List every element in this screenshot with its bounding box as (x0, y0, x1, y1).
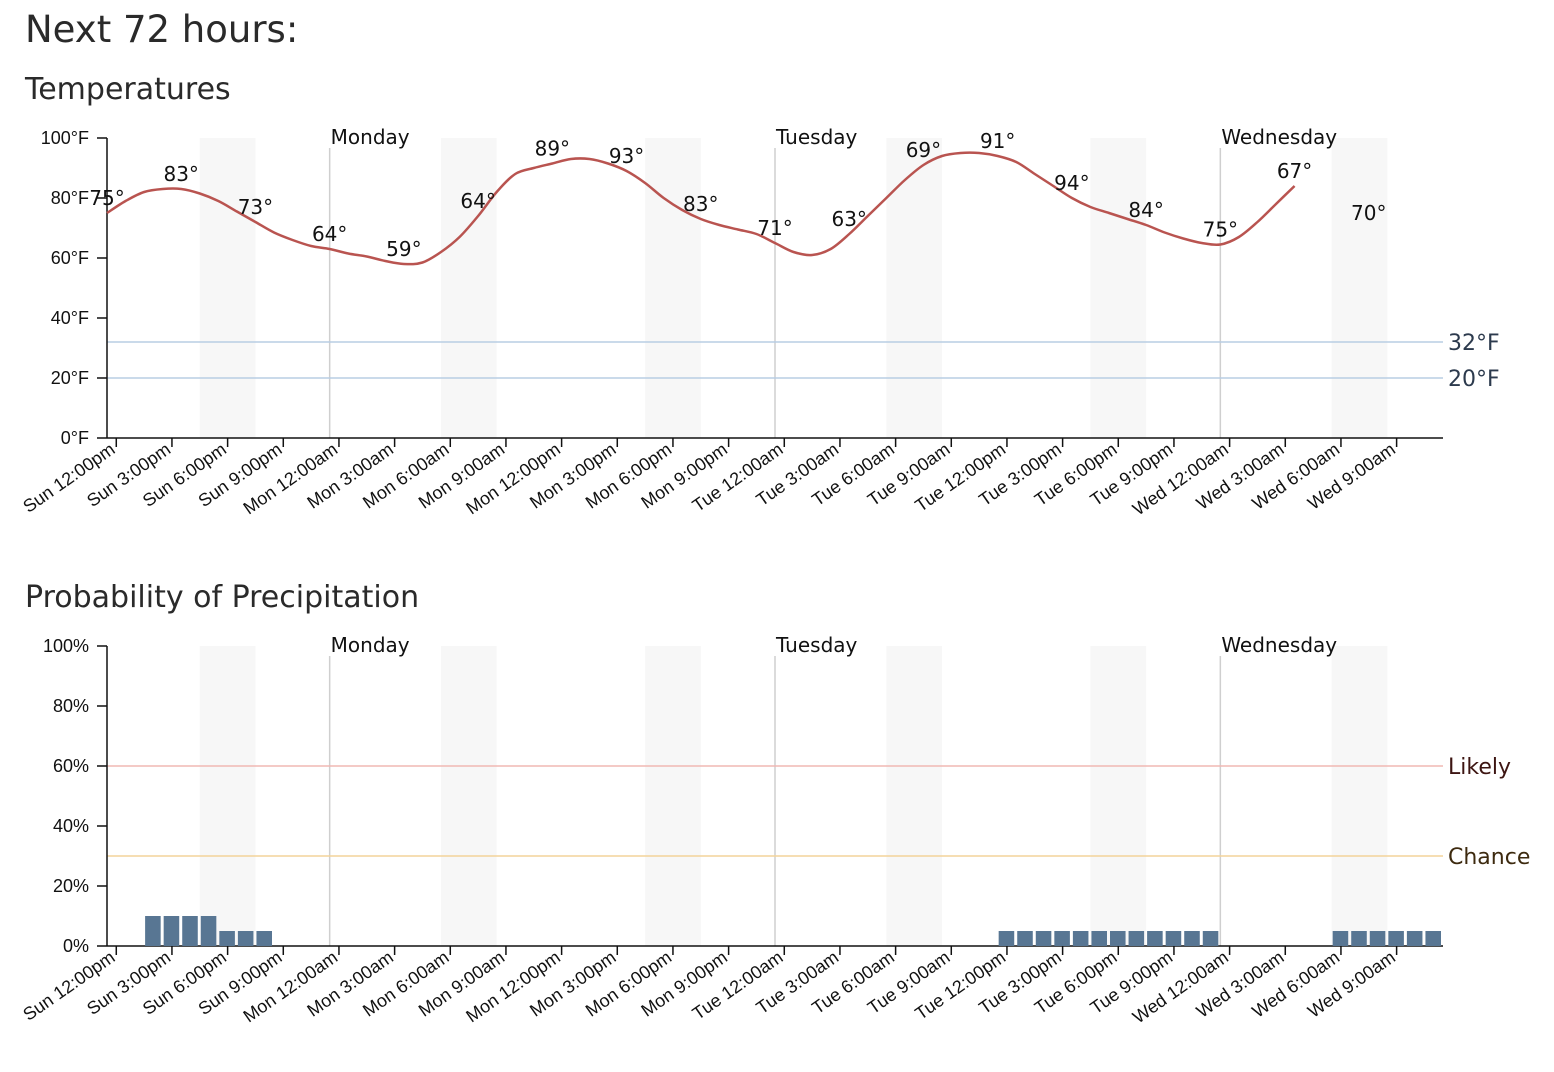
x-tick-label: Mon 12:00am (240, 947, 342, 1027)
precipitation-bar (1147, 931, 1163, 946)
precipitation-bar (1072, 931, 1089, 946)
temperature-point-label: 89° (535, 137, 570, 161)
precipitation-bar (1165, 931, 1182, 946)
precipitation-bar (1110, 931, 1126, 946)
precipitation-bar (1351, 931, 1367, 946)
day-label: Monday (331, 633, 410, 657)
precipitation-bar (1388, 931, 1404, 946)
precipitation-bar (200, 916, 217, 946)
temperature-point-label: 70° (1351, 201, 1386, 225)
temperature-point-label: 83° (163, 162, 198, 186)
temperature-line (106, 151, 1296, 266)
y-tick-label: 0% (63, 936, 89, 956)
precipitation-bar (219, 931, 235, 946)
precipitation-bar (182, 916, 198, 946)
temperature-point-label: 93° (609, 144, 644, 168)
y-tick-label: 60% (53, 756, 89, 776)
precipitation-chart: Monday Tuesday Wednesday Likely Chance 0% 20% 4… (19, 633, 1530, 1027)
night-band (886, 646, 942, 946)
x-tick-label: Sun 12:00pm (19, 947, 118, 1025)
precipitation-bar (1017, 931, 1033, 946)
precipitation-bar (256, 931, 272, 946)
precipitation-bar (1369, 931, 1386, 946)
precipitation-bar (1202, 931, 1219, 946)
y-tick-label: 20% (53, 876, 89, 896)
x-tick-label: Mon 12:00am (240, 439, 342, 519)
night-band (199, 138, 256, 438)
temperature-point-label: 71° (757, 216, 792, 240)
day-label: Wednesday (1221, 633, 1337, 657)
precipitation-bar (163, 916, 180, 946)
night-band (1331, 646, 1388, 946)
temperature-point-label: 64° (312, 222, 347, 246)
y-tick-label: 100% (43, 636, 89, 656)
precipitation-bar (1425, 931, 1441, 946)
temperature-point-label: 94° (1054, 171, 1089, 195)
precipitation-chart-title: Probability of Precipitation (25, 580, 420, 615)
reference-line-label: 20°F (1448, 367, 1500, 392)
precipitation-bar (1406, 931, 1423, 946)
temperature-point-label: 73° (238, 195, 273, 219)
y-tick-label: 40°F (51, 308, 89, 328)
x-tick-label: Wed 12:00am (1129, 439, 1232, 519)
night-band (886, 138, 942, 438)
precipitation-bar (998, 931, 1015, 946)
y-tick-label: 80°F (51, 188, 89, 208)
y-tick-label: 20°F (51, 368, 89, 388)
reference-line-label: Likely (1448, 755, 1511, 780)
x-tick-label: Mon 12:00pm (462, 439, 564, 519)
day-label: Wednesday (1221, 125, 1337, 149)
precipitation-bar (145, 916, 161, 946)
precipitation-bar (1332, 931, 1349, 946)
temperature-point-label: 69° (906, 138, 941, 162)
temperature-point-label: 67° (1277, 159, 1312, 183)
temperature-point-label: 83° (683, 192, 718, 216)
day-label: Monday (331, 125, 410, 149)
temperature-point-label: 84° (1128, 198, 1163, 222)
day-label: Tuesday (775, 125, 858, 149)
night-band (645, 138, 701, 438)
night-band (441, 138, 497, 438)
page-heading: Next 72 hours: (25, 8, 299, 51)
temperature-point-label: 63° (831, 207, 866, 231)
precipitation-bar (237, 931, 254, 946)
precipitation-bar (1054, 931, 1070, 946)
x-tick-label: Sun 12:00pm (19, 439, 118, 517)
y-tick-label: 40% (53, 816, 89, 836)
temperature-chart: Monday Tuesday Wednesday 32°F 20°F 0°F 20°F 40°… (19, 125, 1500, 519)
temperature-point-label: 59° (386, 237, 421, 261)
night-band (1331, 138, 1388, 438)
reference-line-label: 32°F (1448, 331, 1500, 356)
night-band (441, 646, 497, 946)
night-band (1090, 646, 1147, 946)
precipitation-bar (1184, 931, 1200, 946)
precipitation-bar (1128, 931, 1145, 946)
temperature-point-label: 75° (89, 186, 124, 210)
precipitation-bar (1035, 931, 1052, 946)
reference-line-label: Chance (1448, 845, 1530, 870)
temperature-point-label: 64° (460, 189, 495, 213)
y-tick-label: 100°F (41, 128, 89, 148)
night-band (645, 646, 701, 946)
x-tick-label: Wed 12:00am (1129, 947, 1232, 1027)
day-label: Tuesday (775, 633, 858, 657)
precipitation-bar (1091, 931, 1107, 946)
temperature-point-label: 91° (980, 129, 1015, 153)
x-tick-label: Mon 12:00pm (462, 947, 564, 1027)
temperature-chart-title: Temperatures (25, 72, 231, 107)
temperature-point-label: 75° (1203, 218, 1238, 242)
night-band (1090, 138, 1147, 438)
y-tick-label: 0°F (61, 428, 89, 448)
y-tick-label: 60°F (51, 248, 89, 268)
night-band (199, 646, 256, 946)
y-tick-label: 80% (53, 696, 89, 716)
